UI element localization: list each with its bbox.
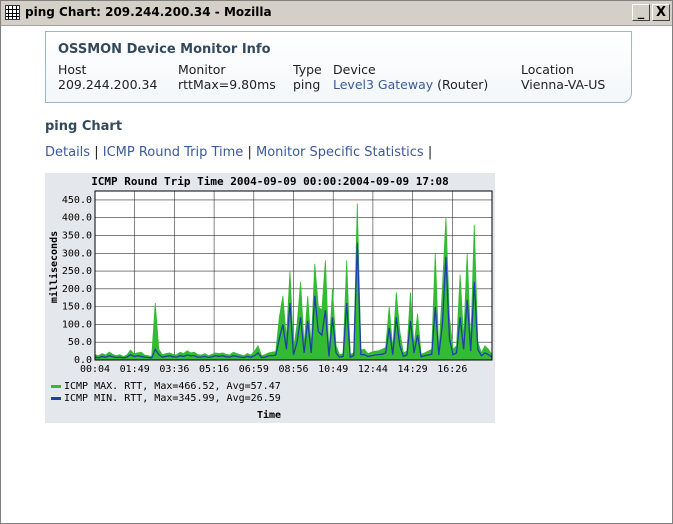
location-value: Vienna-VA-US: [521, 77, 606, 92]
monitor-stats-link[interactable]: Monitor Specific Statistics: [255, 145, 424, 160]
chart-nav-links: Details | ICMP Round Trip Time | Monitor…: [45, 145, 432, 160]
x-tick-label: 05:16: [199, 364, 229, 375]
rtt-chart-svg: ICMP Round Trip Time 2004-09-09 00:00:20…: [48, 175, 493, 421]
host-label: Host: [58, 62, 87, 77]
type-label: Type: [293, 62, 322, 77]
series-min-line: [94, 242, 493, 359]
y-tick-label: 100.0: [62, 319, 92, 330]
x-tick-label: 00:04: [80, 364, 110, 375]
minimize-button[interactable]: _: [632, 4, 650, 21]
chart-xlabel: Time: [257, 409, 281, 421]
x-tick-label: 01:49: [120, 364, 150, 375]
window-title: ping Chart: 209.244.200.34 - Mozilla: [25, 5, 272, 19]
legend-swatch: [51, 397, 61, 400]
x-tick-label: 16:26: [437, 364, 467, 375]
x-tick-label: 10:49: [318, 364, 348, 375]
icmp-rtt-link[interactable]: ICMP Round Trip Time: [102, 145, 244, 160]
y-tick-label: 300.0: [62, 248, 92, 259]
app-grid-icon[interactable]: [5, 5, 20, 20]
x-tick-label: 03:36: [159, 364, 189, 375]
details-link[interactable]: Details: [45, 145, 91, 160]
plot-frame: [94, 190, 493, 361]
y-tick-label: 0.0: [74, 355, 92, 366]
type-value: ping: [293, 77, 321, 92]
device-value: Level3 Gateway (Router): [333, 77, 488, 92]
rtt-chart: ICMP Round Trip Time 2004-09-09 00:00:20…: [45, 173, 495, 423]
y-tick-label: 350.0: [62, 230, 92, 241]
chart-title: ICMP Round Trip Time 2004-09-09 00:00:20…: [91, 175, 449, 188]
host-value: 209.244.200.34: [58, 77, 158, 92]
nav-separator: |: [247, 145, 252, 160]
x-tick-label: 14:29: [398, 364, 428, 375]
legend-entry: ICMP MAX. RTT, Max=466.52, Avg=57.47: [64, 381, 281, 392]
nav-separator: |: [94, 145, 99, 160]
y-tick-label: 400.0: [62, 213, 92, 224]
section-title: ping Chart: [45, 119, 123, 134]
x-tick-label: 12:44: [358, 364, 388, 375]
nav-separator: |: [427, 145, 433, 160]
y-tick-label: 150.0: [62, 302, 92, 313]
x-tick-label: 06:59: [239, 364, 269, 375]
info-panel-title: OSSMON Device Monitor Info: [58, 42, 271, 57]
device-info-panel: OSSMON Device Monitor Info Host 209.244.…: [45, 31, 632, 103]
location-label: Location: [521, 62, 574, 77]
chart-ylabel: milliseconds: [48, 231, 60, 303]
title-bar[interactable]: ping Chart: 209.244.200.34 - Mozilla _ X: [1, 1, 672, 26]
y-tick-label: 200.0: [62, 284, 92, 295]
close-button[interactable]: X: [652, 4, 670, 21]
y-tick-label: 450.0: [62, 195, 92, 206]
device-label: Device: [333, 62, 376, 77]
device-link[interactable]: Level3 Gateway: [333, 77, 434, 92]
y-tick-label: 50.0: [68, 337, 92, 348]
monitor-label: Monitor: [178, 62, 226, 77]
monitor-value: rttMax=9.80ms: [178, 77, 276, 92]
page-content: OSSMON Device Monitor Info Host 209.244.…: [1, 26, 672, 523]
legend-swatch: [51, 385, 61, 388]
device-kind: (Router): [437, 77, 489, 92]
legend-entry: ICMP MIN. RTT, Max=345.99, Avg=26.59: [64, 393, 281, 404]
y-tick-label: 250.0: [62, 266, 92, 277]
x-tick-label: 08:56: [278, 364, 308, 375]
series-max-area: [94, 203, 493, 361]
